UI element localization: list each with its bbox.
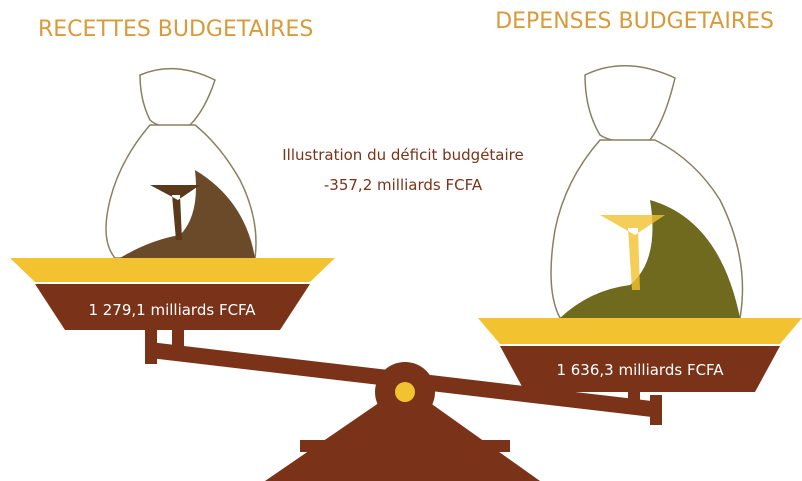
left-bag	[106, 69, 256, 258]
scale-base-plate	[300, 440, 510, 452]
left-title: RECETTES BUDGETAIRES	[38, 17, 313, 42]
scale-illustration: 1 279,1 milliards FCFA 1 636,3 milliards…	[0, 0, 802, 481]
beam-end-left	[145, 330, 157, 364]
left-pan-rim	[10, 258, 335, 282]
left-amount: 1 279,1 milliards FCFA	[88, 301, 256, 319]
deficit-amount: -357,2 milliards FCFA	[324, 176, 483, 194]
right-pan-rim	[478, 318, 802, 344]
beam-end-right	[650, 395, 662, 425]
pivot-dot	[395, 382, 415, 402]
right-title: DEPENSES BUDGETAIRES	[495, 9, 774, 34]
right-amount: 1 636,3 milliards FCFA	[556, 361, 724, 379]
right-bag	[551, 66, 743, 318]
deficit-caption: Illustration du déficit budgétaire	[282, 146, 524, 164]
